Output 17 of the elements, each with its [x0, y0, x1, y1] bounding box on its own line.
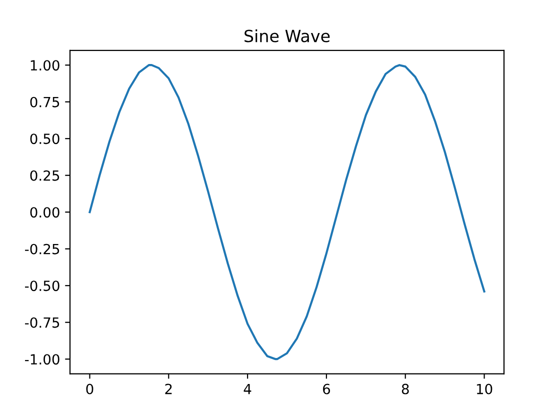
- y-tick-label: 0.00: [30, 207, 60, 218]
- x-tick-label: 10: [476, 384, 492, 394]
- x-tick-label: 0: [86, 384, 94, 394]
- line-series: [88, 64, 486, 360]
- y-tick-label: -0.75: [25, 317, 60, 328]
- y-tick-label: 0.25: [30, 170, 60, 181]
- chart-title: Sine Wave: [244, 29, 330, 42]
- x-tick-label: 6: [323, 384, 330, 394]
- x-tick-label: 2: [165, 384, 172, 394]
- x-tick-label: 4: [244, 384, 252, 394]
- y-tick-label: 1.00: [30, 60, 60, 71]
- y-tick-label: 0.50: [30, 134, 60, 144]
- y-tick-label: -1.00: [25, 354, 60, 365]
- y-tick-label: -0.25: [25, 244, 60, 254]
- x-tick-label: 8: [402, 384, 409, 394]
- y-tick-label: -0.50: [25, 280, 60, 292]
- y-tick-label: 0.75: [30, 96, 60, 108]
